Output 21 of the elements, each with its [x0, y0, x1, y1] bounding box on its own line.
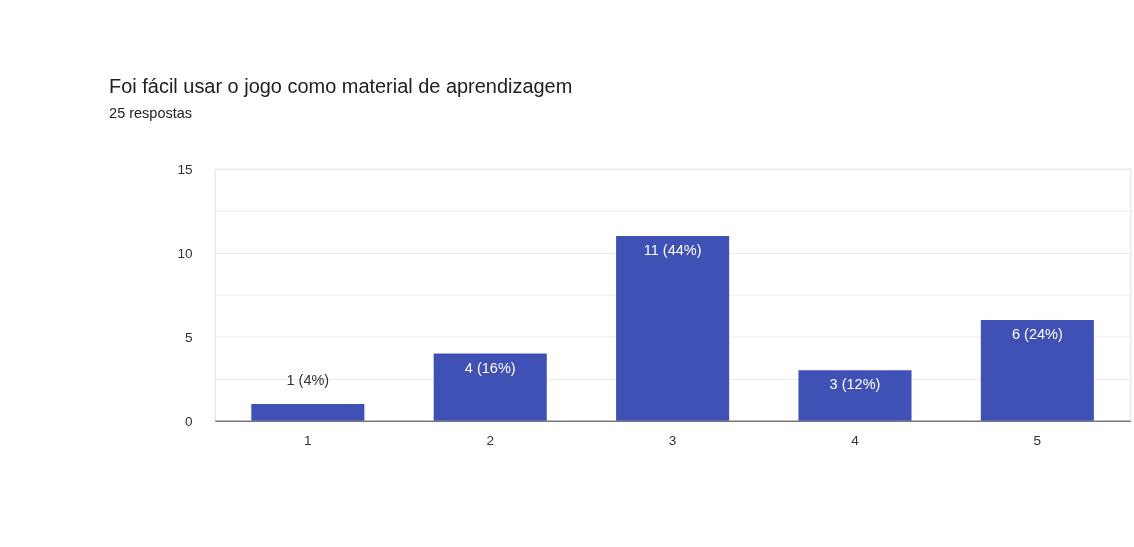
data-label: 3 (12%) — [829, 376, 881, 393]
y-tick-label: 15 — [177, 161, 193, 177]
bar — [980, 319, 1094, 421]
chart-title: Foi fácil usar o jogo como material de aprendizagem — [109, 74, 573, 97]
data-label: 1 (4%) — [286, 371, 330, 388]
bar — [251, 403, 365, 421]
x-tick-label: 5 — [1033, 432, 1042, 448]
y-tick-label: 0 — [185, 413, 194, 429]
data-label: 4 (16%) — [464, 359, 516, 376]
y-tick-label: 5 — [185, 329, 193, 345]
data-label: 6 (24%) — [1011, 325, 1063, 342]
x-tick-label: 2 — [486, 432, 495, 448]
chart-subtitle: 25 respostas — [109, 104, 193, 121]
x-tick-label: 3 — [668, 432, 677, 448]
bar — [616, 235, 730, 421]
bar — [433, 353, 547, 421]
x-tick-label: 1 — [304, 432, 312, 448]
y-tick-label: 10 — [177, 245, 194, 261]
data-label: 11 (44%) — [643, 241, 702, 258]
x-tick-label: 4 — [851, 432, 860, 448]
bar — [798, 370, 912, 421]
